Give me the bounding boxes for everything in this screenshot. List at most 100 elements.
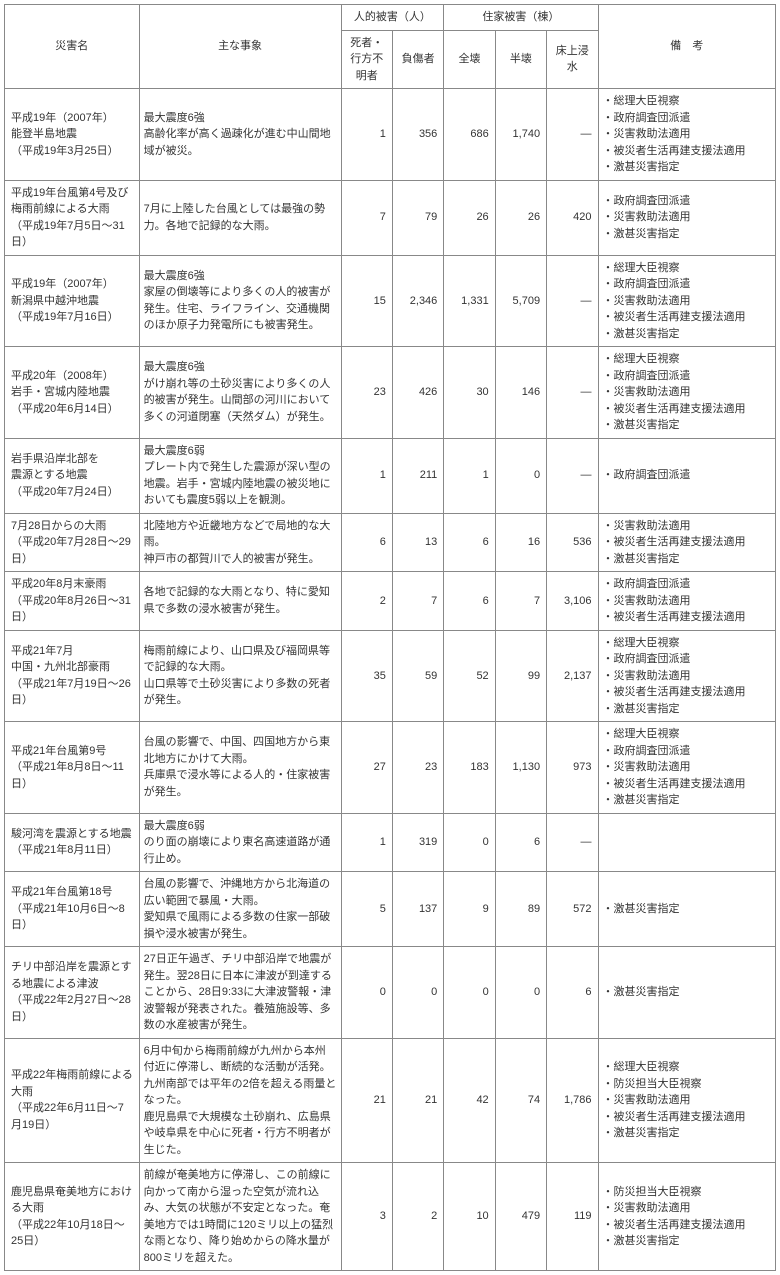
note-item: 被災者生活再建支援法適用 [603,143,772,160]
th-human-group: 人的被害（人） [341,5,444,31]
table-row: 岩手県沿岸北部を震源とする地震（平成20年7月24日）最大震度6弱プレート内で発… [5,438,776,513]
cell-event: 7月に上陸した台風としては最強の勢力。各地で記録的な大雨。 [139,180,341,255]
note-item: 政府調査団派遣 [603,368,772,385]
cell-flood: — [547,89,598,181]
table-row: チリ中部沿岸を震源とする地震による津波（平成22年2月27日～28日）27日正午… [5,947,776,1039]
cell-injured: 211 [392,438,443,513]
cell-disaster-name: 7月28日からの大雨（平成20年7月28日～29日） [5,513,140,572]
cell-disaster-name: 岩手県沿岸北部を震源とする地震（平成20年7月24日） [5,438,140,513]
cell-event: 前線が奄美地方に停滞し、この前線に向かって南から湿った空気が流れ込み、大気の状態… [139,1163,341,1271]
cell-half: 146 [495,347,546,439]
cell-full: 9 [444,872,495,947]
cell-flood: 1,786 [547,1038,598,1163]
cell-half: 74 [495,1038,546,1163]
table-body: 平成19年（2007年）能登半島地震（平成19年3月25日）最大震度6強高齢化率… [5,89,776,1271]
cell-half: 16 [495,513,546,572]
cell-half: 26 [495,180,546,255]
note-item: 被災者生活再建支援法適用 [603,309,772,326]
th-house-group: 住家被害（棟） [444,5,598,31]
table-row: 平成21年台風第9号（平成21年8月8日～11日）台風の影響で、中国、四国地方か… [5,722,776,814]
note-item: 政府調査団派遣 [603,576,772,593]
cell-half: 1,130 [495,722,546,814]
note-item: 激甚災害指定 [603,326,772,343]
cell-notes: 政府調査団派遣災害救助法適用激甚災害指定 [598,180,776,255]
cell-full: 26 [444,180,495,255]
note-item: 災害救助法適用 [603,384,772,401]
note-item: 激甚災害指定 [603,1233,772,1250]
disaster-table: 災害名 主な事象 人的被害（人） 住家被害（棟） 備 考 死者・行方不明者 負傷… [4,4,776,1271]
cell-event: 最大震度6強家屋の倒壊等により多くの人的被害が発生。住宅、ライフライン、交通機関… [139,255,341,347]
cell-dead: 23 [341,347,392,439]
cell-half: 7 [495,572,546,631]
cell-notes: 総理大臣視察政府調査団派遣災害救助法適用被災者生活再建支援法適用激甚災害指定 [598,722,776,814]
cell-event: 最大震度6弱のり面の崩壊により東名高速道路が通行止め。 [139,813,341,872]
cell-full: 42 [444,1038,495,1163]
cell-notes: 総理大臣視察防災担当大臣視察災害救助法適用被災者生活再建支援法適用激甚災害指定 [598,1038,776,1163]
cell-dead: 27 [341,722,392,814]
table-row: 平成19年台風第4号及び梅雨前線による大雨（平成19年7月5日～31日）7月に上… [5,180,776,255]
note-item: 激甚災害指定 [603,901,772,918]
note-item: 被災者生活再建支援法適用 [603,534,772,551]
note-item: 激甚災害指定 [603,226,772,243]
cell-injured: 7 [392,572,443,631]
cell-event: 台風の影響で、中国、四国地方から東北地方にかけて大雨。兵庫県で浸水等による人的・… [139,722,341,814]
note-item: 総理大臣視察 [603,351,772,368]
th-dead: 死者・行方不明者 [341,30,392,89]
note-item: 政府調査団派遣 [603,651,772,668]
cell-disaster-name: 鹿児島県奄美地方における大雨（平成22年10月18日～25日） [5,1163,140,1271]
cell-notes: 激甚災害指定 [598,947,776,1039]
cell-dead: 15 [341,255,392,347]
cell-half: 5,709 [495,255,546,347]
cell-notes: 総理大臣視察政府調査団派遣災害救助法適用被災者生活再建支援法適用激甚災害指定 [598,347,776,439]
note-item: 災害救助法適用 [603,518,772,535]
note-item: 災害救助法適用 [603,293,772,310]
cell-full: 0 [444,813,495,872]
cell-flood: — [547,438,598,513]
table-row: 平成20年（2008年）岩手・宮城内陸地震（平成20年6月14日）最大震度6強が… [5,347,776,439]
cell-half: 0 [495,438,546,513]
note-item: 激甚災害指定 [603,701,772,718]
th-note: 備 考 [598,5,776,89]
cell-flood: 572 [547,872,598,947]
table-row: 平成19年（2007年）新潟県中越沖地震（平成19年7月16日）最大震度6強家屋… [5,255,776,347]
note-item: 総理大臣視察 [603,1059,772,1076]
cell-dead: 35 [341,630,392,722]
cell-notes: 総理大臣視察政府調査団派遣災害救助法適用被災者生活再建支援法適用激甚災害指定 [598,630,776,722]
cell-dead: 7 [341,180,392,255]
cell-disaster-name: 平成21年7月中国・九州北部豪雨（平成21年7月19日～26日） [5,630,140,722]
note-item: 被災者生活再建支援法適用 [603,1109,772,1126]
cell-event: 最大震度6強がけ崩れ等の土砂災害により多くの人的被害が発生。山間部の河川において… [139,347,341,439]
note-item: 被災者生活再建支援法適用 [603,1217,772,1234]
note-item: 被災者生活再建支援法適用 [603,684,772,701]
cell-notes: 防災担当大臣視察災害救助法適用被災者生活再建支援法適用激甚災害指定 [598,1163,776,1271]
cell-half: 479 [495,1163,546,1271]
note-item: 災害救助法適用 [603,126,772,143]
cell-notes [598,813,776,872]
note-item: 被災者生活再建支援法適用 [603,401,772,418]
cell-notes: 政府調査団派遣災害救助法適用被災者生活再建支援法適用 [598,572,776,631]
cell-dead: 1 [341,89,392,181]
note-item: 災害救助法適用 [603,1092,772,1109]
cell-dead: 1 [341,438,392,513]
note-item: 災害救助法適用 [603,209,772,226]
note-item: 災害救助法適用 [603,593,772,610]
cell-injured: 79 [392,180,443,255]
cell-notes: 総理大臣視察政府調査団派遣災害救助法適用被災者生活再建支援法適用激甚災害指定 [598,89,776,181]
cell-flood: 3,106 [547,572,598,631]
note-item: 総理大臣視察 [603,635,772,652]
table-header: 災害名 主な事象 人的被害（人） 住家被害（棟） 備 考 死者・行方不明者 負傷… [5,5,776,89]
cell-half: 0 [495,947,546,1039]
table-row: 平成21年7月中国・九州北部豪雨（平成21年7月19日～26日）梅雨前線により、… [5,630,776,722]
note-item: 激甚災害指定 [603,792,772,809]
table-row: 平成20年8月末豪雨（平成20年8月26日～31日）各地で記録的な大雨となり、特… [5,572,776,631]
cell-injured: 319 [392,813,443,872]
cell-injured: 137 [392,872,443,947]
cell-dead: 6 [341,513,392,572]
note-item: 総理大臣視察 [603,260,772,277]
cell-disaster-name: 平成19年台風第4号及び梅雨前線による大雨（平成19年7月5日～31日） [5,180,140,255]
cell-flood: — [547,255,598,347]
cell-flood: 6 [547,947,598,1039]
cell-full: 52 [444,630,495,722]
th-injured: 負傷者 [392,30,443,89]
note-item: 政府調査団派遣 [603,276,772,293]
